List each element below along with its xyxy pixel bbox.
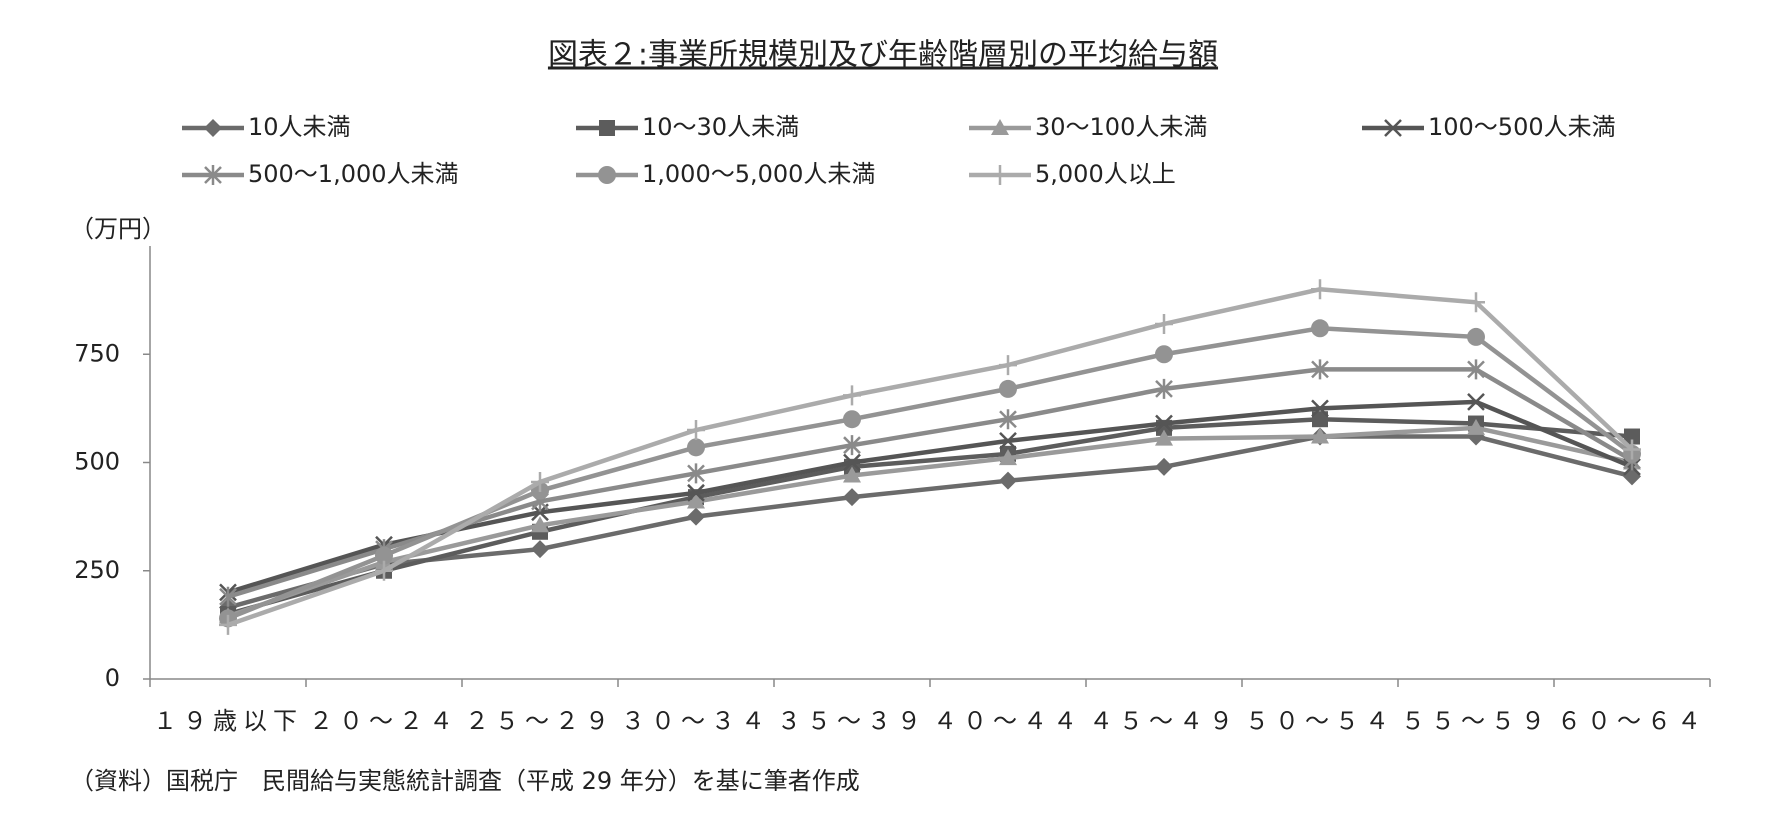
marker [1311, 359, 1329, 380]
legend-marker [598, 166, 616, 184]
marker [219, 614, 237, 635]
legend-label: 10人未満 [248, 113, 351, 141]
series [219, 279, 1641, 635]
marker [1311, 427, 1329, 444]
marker [1155, 414, 1173, 433]
marker [843, 385, 861, 406]
marker [375, 546, 393, 565]
marker [531, 471, 549, 492]
marker [1155, 313, 1173, 334]
marker [999, 355, 1017, 376]
legend-marker [991, 165, 1009, 185]
marker [843, 435, 861, 456]
marker [999, 449, 1017, 466]
marker [1155, 345, 1173, 364]
marker [1311, 399, 1329, 418]
series-line [227, 326, 1634, 621]
series [219, 427, 1641, 617]
marker [687, 420, 705, 441]
marker [687, 463, 705, 484]
marker [843, 466, 861, 483]
marker [1155, 457, 1173, 476]
marker [687, 492, 705, 509]
legend-marker [204, 165, 222, 185]
y-tick-label: 250 [74, 556, 120, 584]
series [219, 392, 1641, 602]
legend-label: 100～500人未満 [1428, 113, 1616, 141]
marker [1467, 359, 1485, 380]
legend-label: 30～100人未満 [1035, 113, 1207, 141]
series-line [227, 287, 1634, 628]
marker [1623, 439, 1641, 460]
x-tick-label: ６０～６４ [1557, 707, 1707, 735]
x-tick-label: １９歳以下 [153, 707, 303, 735]
source-note: （資料）国税庁 民間給与実態統計調査（平成 29 年分）を基に筆者作成 [70, 767, 860, 795]
series-line [227, 434, 1633, 610]
chart-title: 図表２:事業所規模別及び年齢階層別の平均給与額 [548, 38, 1218, 73]
marker [1467, 418, 1485, 435]
x-tick-label: ２５～２９ [465, 707, 615, 735]
marker [1467, 392, 1485, 411]
marker [999, 471, 1017, 490]
series [219, 359, 1641, 607]
x-tick-label: ２０～２４ [309, 707, 459, 735]
y-axis-label: （万円） [70, 215, 166, 243]
marker [843, 488, 861, 507]
marker [531, 540, 549, 559]
series-line [227, 425, 1633, 619]
series [219, 319, 1641, 628]
legend-marker [599, 120, 615, 136]
legend-label: 500～1,000人未満 [248, 160, 459, 188]
marker [843, 453, 861, 472]
x-tick-label: ５０～５４ [1245, 707, 1395, 735]
marker [1312, 411, 1328, 428]
marker [843, 410, 861, 429]
marker [219, 586, 237, 607]
marker [999, 431, 1017, 450]
marker [1155, 378, 1173, 399]
y-tick-label: 500 [74, 448, 120, 476]
marker [687, 438, 705, 457]
series [220, 411, 1640, 623]
y-tick-label: 0 [105, 664, 120, 692]
legend-marker [1384, 119, 1402, 137]
legend-marker [204, 119, 222, 137]
x-tick-label: ３５～３９ [777, 707, 927, 735]
marker [1467, 292, 1485, 313]
y-tick-label: 750 [74, 339, 120, 367]
x-tick-label: ５５～５９ [1401, 707, 1551, 735]
marker [1311, 279, 1329, 300]
marker [1155, 429, 1173, 446]
marker [1311, 319, 1329, 338]
legend-marker [991, 119, 1009, 135]
marker [687, 507, 705, 526]
marker [1624, 428, 1640, 445]
marker [999, 379, 1017, 398]
x-tick-label: ３０～３４ [621, 707, 771, 735]
marker [999, 409, 1017, 430]
marker [375, 560, 393, 581]
legend-label: 10～30人未満 [642, 113, 799, 141]
marker [687, 483, 705, 502]
x-tick-label: ４５～４９ [1089, 707, 1239, 735]
marker [1467, 327, 1485, 346]
x-tick-label: ４０～４４ [933, 707, 1083, 735]
marker [531, 516, 549, 533]
series-line [227, 416, 1633, 617]
legend-label: 5,000人以上 [1035, 160, 1176, 188]
legend-label: 1,000～5,000人未満 [642, 160, 875, 188]
